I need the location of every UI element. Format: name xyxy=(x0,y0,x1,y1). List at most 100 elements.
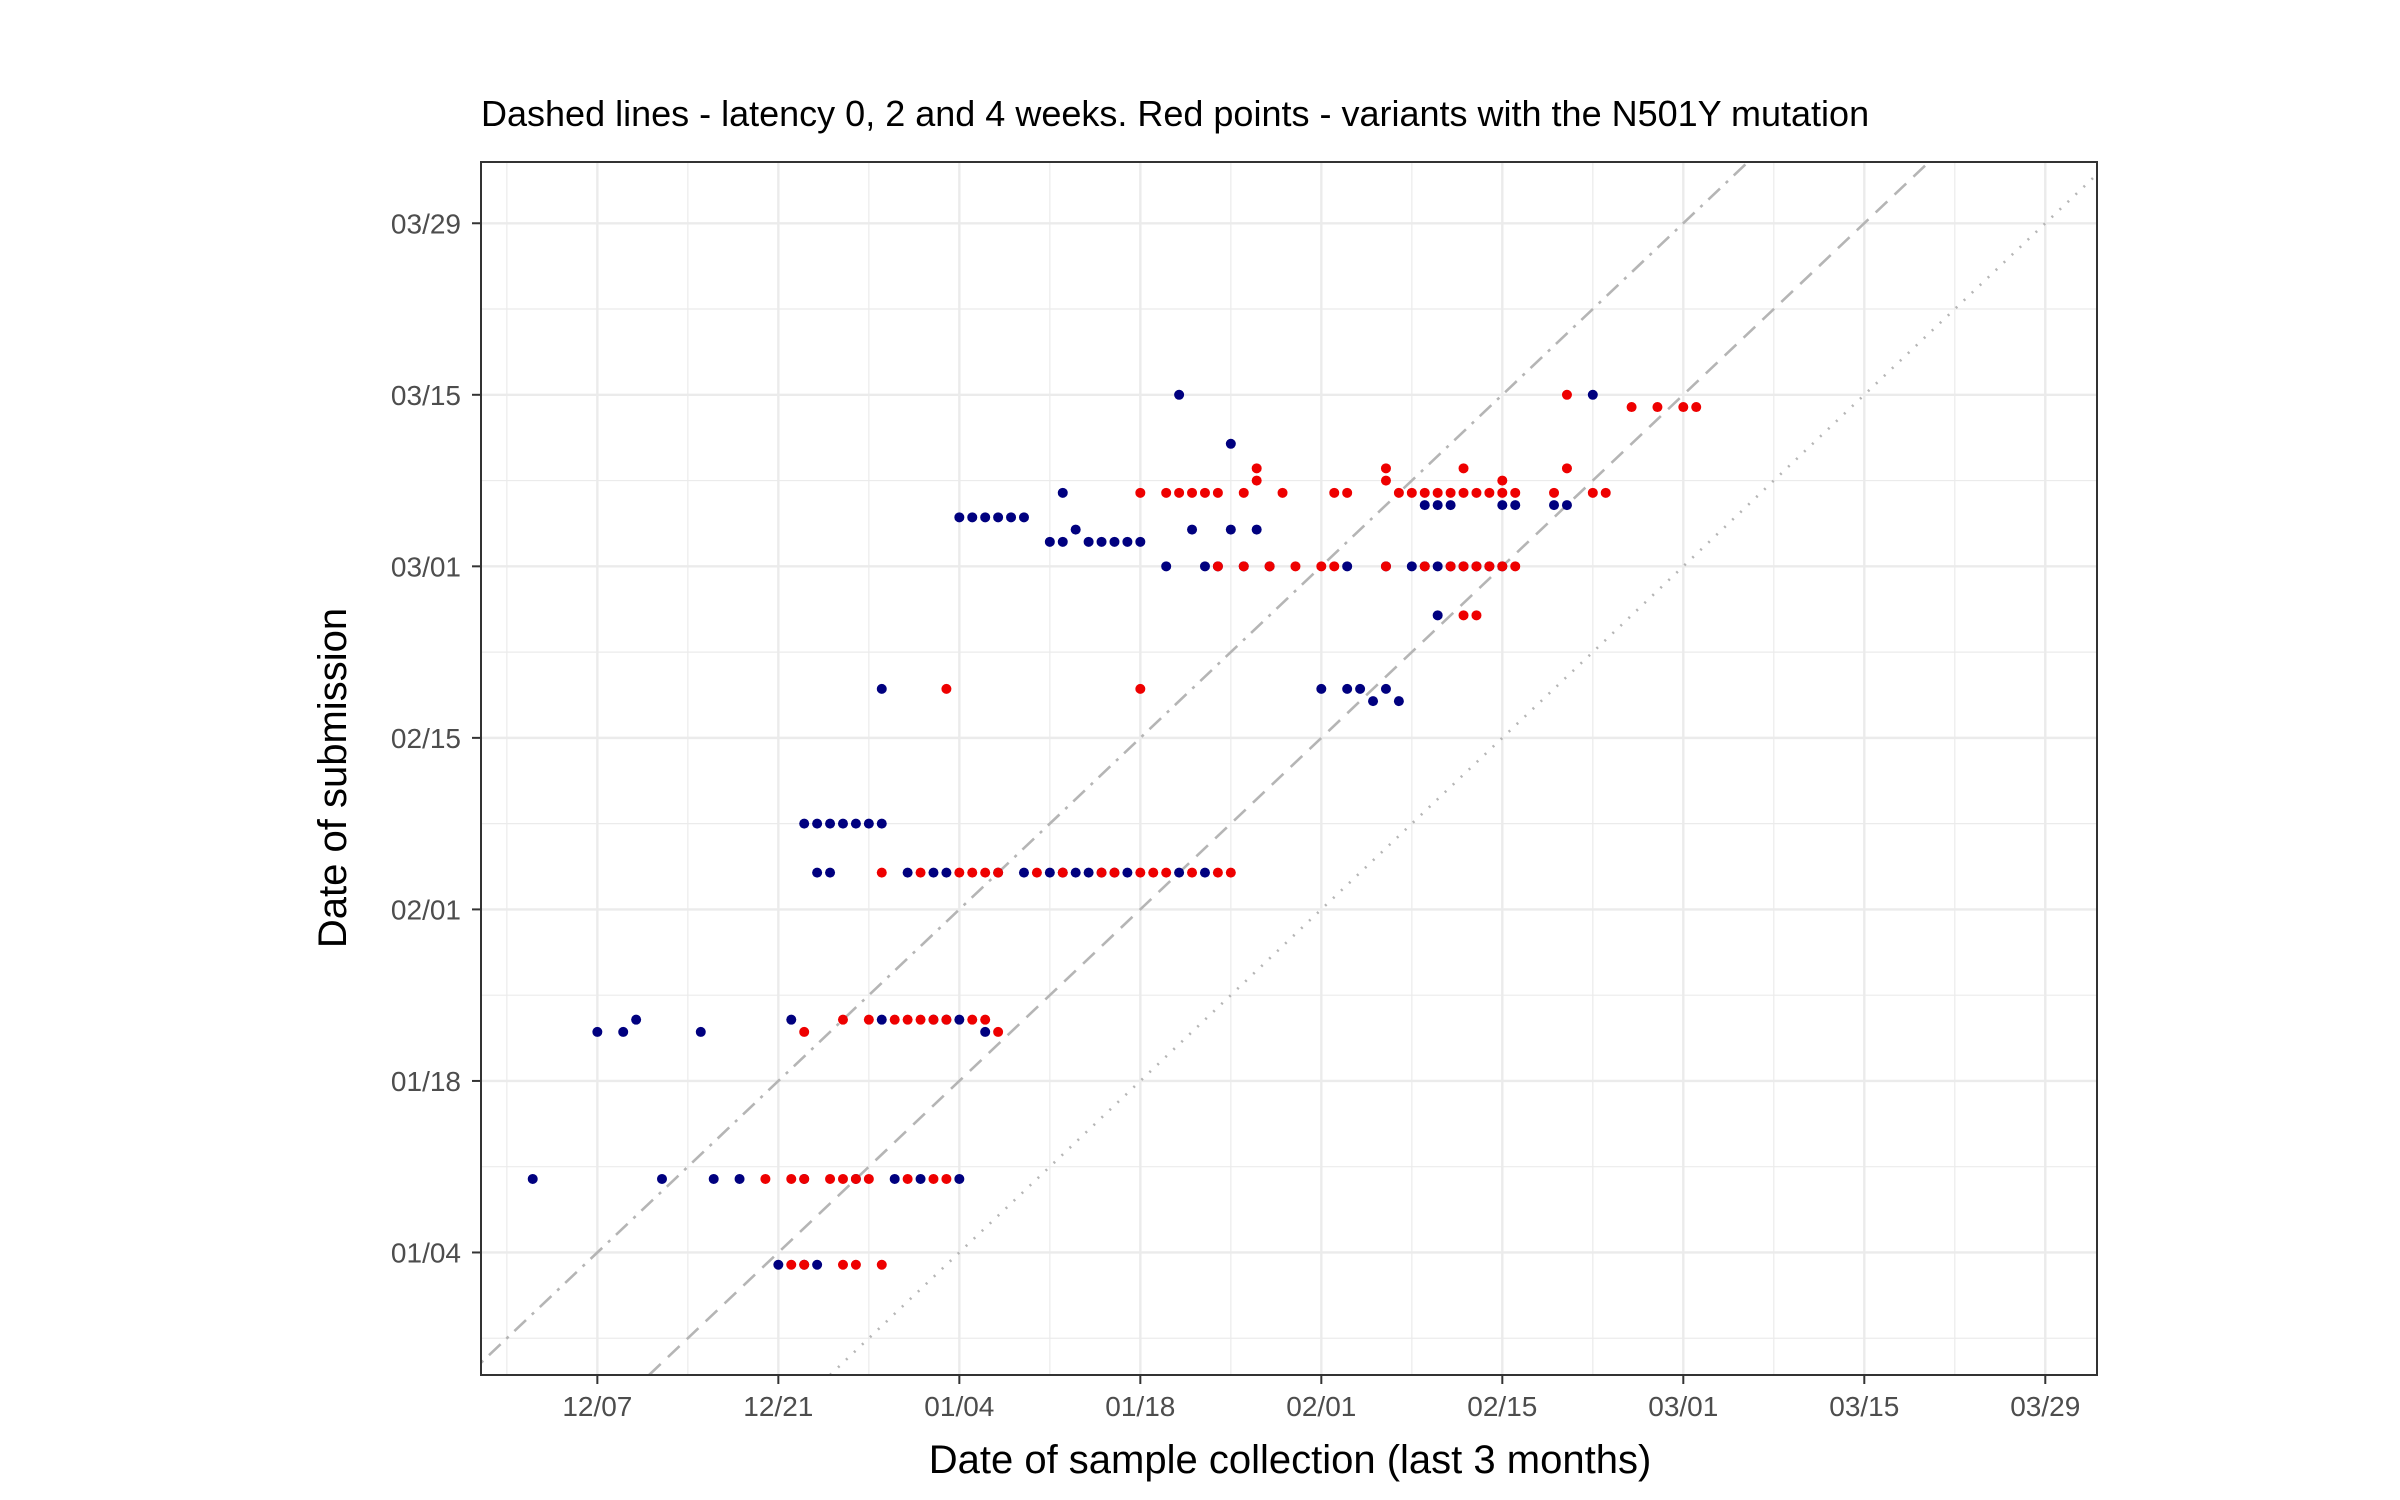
data-point xyxy=(980,1026,991,1037)
data-point xyxy=(876,1259,887,1270)
data-point xyxy=(1096,867,1107,878)
data-point xyxy=(941,1173,952,1184)
data-point xyxy=(1225,524,1236,535)
data-point xyxy=(1006,512,1017,523)
x-tick-label: 12/21 xyxy=(743,1391,813,1422)
data-point xyxy=(1109,536,1120,547)
data-point xyxy=(1458,463,1469,474)
data-point xyxy=(863,1014,874,1025)
data-point xyxy=(799,1259,810,1270)
data-point xyxy=(1109,867,1120,878)
data-point xyxy=(1419,487,1430,498)
y-tick-label: 02/01 xyxy=(391,894,461,925)
data-point xyxy=(1083,867,1094,878)
data-point xyxy=(1212,561,1223,572)
data-point xyxy=(1497,475,1508,486)
data-point xyxy=(786,1173,797,1184)
data-point xyxy=(786,1014,797,1025)
data-point xyxy=(1549,487,1560,498)
data-point xyxy=(1497,500,1508,511)
data-point xyxy=(1135,867,1146,878)
x-axis-title: Date of sample collection (last 3 months… xyxy=(929,1438,1652,1482)
data-point xyxy=(812,867,823,878)
data-point xyxy=(1342,683,1353,694)
data-point xyxy=(1135,683,1146,694)
data-point xyxy=(1018,512,1029,523)
data-point xyxy=(799,1173,810,1184)
data-point xyxy=(954,867,965,878)
data-point xyxy=(1212,867,1223,878)
data-point xyxy=(760,1173,771,1184)
data-point xyxy=(1445,500,1456,511)
data-point xyxy=(1497,487,1508,498)
data-point xyxy=(812,818,823,829)
data-point xyxy=(941,683,952,694)
data-point xyxy=(1393,487,1404,498)
data-point xyxy=(1199,487,1210,498)
data-point xyxy=(850,1173,861,1184)
data-point xyxy=(902,1173,913,1184)
data-point xyxy=(656,1173,667,1184)
data-point xyxy=(1510,561,1521,572)
x-tick-label: 12/07 xyxy=(562,1391,632,1422)
y-tick-label: 03/01 xyxy=(391,551,461,582)
data-point xyxy=(1561,500,1572,511)
major-gridlines xyxy=(481,162,2097,1375)
data-point xyxy=(1380,463,1391,474)
reference-line-latency-2-weeks xyxy=(648,161,1930,1376)
data-point xyxy=(980,1014,991,1025)
data-point xyxy=(1355,683,1366,694)
data-point xyxy=(1174,389,1185,400)
data-point xyxy=(1031,867,1042,878)
data-point xyxy=(928,1014,939,1025)
data-point xyxy=(1135,536,1146,547)
data-point xyxy=(993,512,1004,523)
data-point xyxy=(1406,487,1417,498)
data-point xyxy=(863,1173,874,1184)
data-point xyxy=(915,1014,926,1025)
data-point xyxy=(1652,402,1663,413)
data-point xyxy=(1187,867,1198,878)
data-point xyxy=(1342,487,1353,498)
data-point xyxy=(980,512,991,523)
data-point xyxy=(941,867,952,878)
data-point xyxy=(1678,402,1689,413)
x-tick-label: 02/01 xyxy=(1286,1391,1356,1422)
data-point xyxy=(786,1259,797,1270)
data-point xyxy=(1432,500,1443,511)
latency-reference-lines xyxy=(480,161,2098,1376)
data-point xyxy=(1187,524,1198,535)
data-point xyxy=(1445,561,1456,572)
data-point xyxy=(928,867,939,878)
data-point xyxy=(1122,536,1133,547)
data-point xyxy=(889,1173,900,1184)
data-point xyxy=(592,1026,603,1037)
data-point xyxy=(1432,487,1443,498)
data-point xyxy=(1510,500,1521,511)
data-point xyxy=(1187,487,1198,498)
data-point xyxy=(980,867,991,878)
y-tick-label: 01/04 xyxy=(391,1237,461,1268)
data-point xyxy=(1199,867,1210,878)
data-point xyxy=(1458,610,1469,621)
data-point xyxy=(1057,536,1068,547)
data-point xyxy=(1148,867,1159,878)
data-point xyxy=(837,818,848,829)
data-point xyxy=(1471,487,1482,498)
data-point xyxy=(1691,402,1702,413)
data-point xyxy=(734,1173,745,1184)
data-point xyxy=(1549,500,1560,511)
data-point xyxy=(1380,683,1391,694)
data-point xyxy=(1199,561,1210,572)
data-point xyxy=(993,867,1004,878)
data-point xyxy=(695,1026,706,1037)
data-point xyxy=(1419,561,1430,572)
y-axis-title: Date of submission xyxy=(311,608,355,948)
data-point xyxy=(631,1014,642,1025)
x-tick-label: 03/15 xyxy=(1829,1391,1899,1422)
data-point xyxy=(1380,475,1391,486)
data-point xyxy=(850,818,861,829)
data-point xyxy=(1070,867,1081,878)
data-point xyxy=(1561,389,1572,400)
data-point xyxy=(1458,487,1469,498)
